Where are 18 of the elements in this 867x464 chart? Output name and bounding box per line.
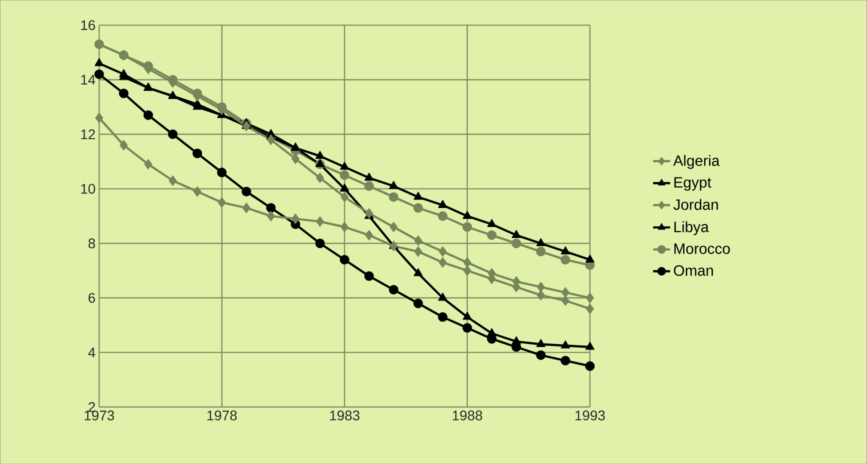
legend-label: Morocco	[674, 243, 730, 254]
y-tick-label: 12	[81, 129, 95, 140]
y-tick-label: 8	[88, 238, 96, 248]
legend-label: Libya	[674, 221, 709, 236]
legend-label: Algeria	[673, 154, 720, 169]
legend-label: Oman	[674, 265, 713, 276]
y-tick-label: 6	[88, 292, 96, 303]
x-tick-label: 1973	[84, 410, 114, 420]
x-tick-label: 1988	[452, 410, 482, 420]
y-tick-label: 14	[81, 74, 96, 84]
y-tick-label: 4	[88, 348, 96, 358]
y-tick-label: 10	[81, 184, 96, 194]
legend-label: Jordan	[673, 198, 718, 210]
legend-label: Egypt	[674, 177, 712, 191]
x-tick-label: 1993	[575, 410, 605, 420]
y-tick-label: 16	[81, 20, 96, 30]
x-tick-label: 1978	[207, 410, 237, 420]
x-tick-label: 1983	[330, 410, 360, 420]
